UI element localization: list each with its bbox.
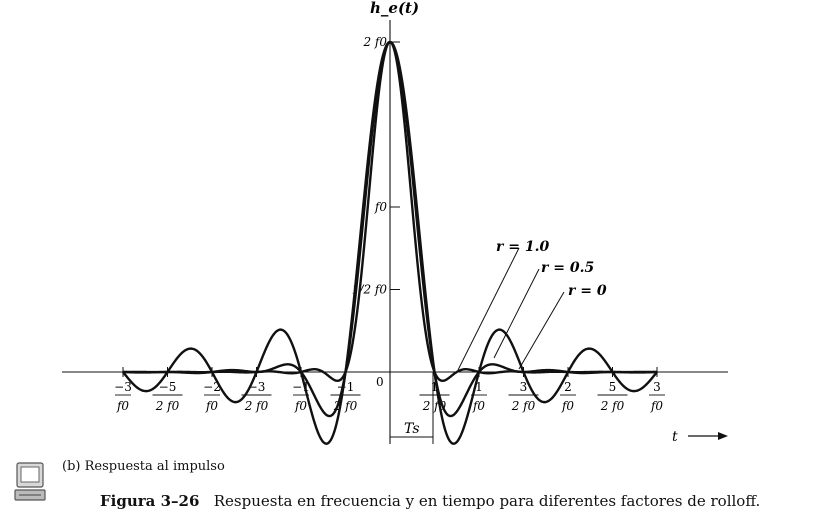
- x-tick-label-num-6: 1: [431, 380, 439, 394]
- x-tick-label-num-0: −3: [114, 380, 132, 394]
- chart-curves: [122, 40, 658, 445]
- x-tick-label-den-7: f0: [472, 399, 485, 413]
- x-tick-label-num-11: 3: [653, 380, 661, 394]
- chart-legend: r = 1.0 r = 0.5 r = 0: [457, 239, 607, 371]
- x-tick-label-den-0: f0: [116, 399, 129, 413]
- x-tick-label-num-5: −1: [337, 380, 355, 394]
- x-tick-label-den-3: 2 f0: [244, 399, 269, 413]
- caption-text: Respuesta en frecuencia y en tiempo para…: [213, 492, 761, 510]
- subcaption: (b) Respuesta al impulso: [62, 459, 225, 474]
- figure-caption: Figura 3–26 Respuesta en frecuencia y en…: [100, 492, 760, 510]
- legend-leader-0: [457, 247, 520, 371]
- x-tick-label-den-8: 2 f0: [511, 399, 536, 413]
- chart-labels: h_e(t) 0 t Ts: [370, 0, 678, 445]
- x-tick-label-num-1: −5: [159, 380, 177, 394]
- series-line-2: [122, 40, 658, 445]
- x-tick-label-den-10: 2 f0: [600, 399, 625, 413]
- y-tick-label-1: f0: [374, 200, 387, 214]
- x-tick-label-den-9: f0: [561, 399, 574, 413]
- x-tick-label-num-10: 5: [609, 380, 617, 394]
- legend-label-1: r = 0.5: [541, 260, 594, 276]
- x-axis-arrow-head: [718, 432, 728, 440]
- x-tick-label-den-2: f0: [205, 399, 218, 413]
- x-axis-label: t: [672, 429, 678, 445]
- x-tick-label-num-7: 1: [475, 380, 483, 394]
- x-tick-label-num-9: 2: [564, 380, 572, 394]
- legend-label-0: r = 1.0: [496, 239, 549, 255]
- legend-label-2: r = 0: [568, 283, 607, 299]
- x-tick-label-num-2: −2: [203, 380, 221, 394]
- origin-label: 0: [376, 375, 384, 389]
- x-tick-label-den-4: f0: [294, 399, 307, 413]
- caption-label: Figura 3–26: [100, 492, 200, 510]
- x-tick-label-num-8: 3: [520, 380, 528, 394]
- legend-leader-1: [493, 268, 540, 359]
- y-axis-label: h_e(t): [370, 0, 419, 17]
- y-tick-label-0: 2 f0: [362, 35, 387, 49]
- legend-leader-2: [518, 291, 565, 370]
- x-tick-label-den-1: 2 f0: [155, 399, 180, 413]
- x-tick-label-den-11: f0: [650, 399, 663, 413]
- ts-label: Ts: [404, 421, 420, 437]
- computer-icon: [14, 462, 46, 501]
